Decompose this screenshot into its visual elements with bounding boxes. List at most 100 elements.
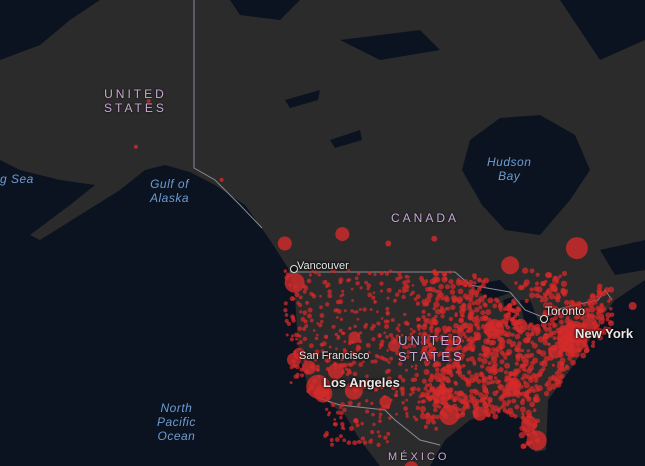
case-bubble[interactable] — [444, 296, 450, 303]
case-bubble[interactable] — [458, 390, 465, 397]
case-bubble[interactable] — [454, 346, 459, 351]
case-bubble[interactable] — [401, 378, 406, 383]
case-bubble[interactable] — [545, 380, 552, 387]
case-bubble[interactable] — [552, 336, 557, 341]
case-bubble[interactable] — [466, 337, 471, 343]
case-bubble[interactable] — [370, 326, 375, 331]
case-bubble[interactable] — [461, 331, 466, 337]
case-bubble[interactable] — [435, 414, 440, 420]
case-bubble[interactable] — [531, 342, 538, 349]
case-bubble[interactable] — [483, 403, 489, 409]
case-bubble[interactable] — [544, 291, 550, 296]
case-bubble[interactable] — [515, 354, 521, 360]
case-bubble[interactable] — [428, 342, 433, 347]
case-bubble[interactable] — [302, 310, 308, 316]
case-bubble[interactable] — [479, 372, 485, 378]
case-bubble[interactable] — [581, 315, 586, 319]
case-bubble[interactable] — [405, 321, 410, 326]
case-bubble[interactable] — [564, 365, 570, 371]
case-bubble[interactable] — [606, 326, 612, 332]
case-bubble[interactable] — [438, 283, 444, 290]
case-bubble[interactable] — [319, 313, 325, 318]
case-bubble[interactable] — [520, 356, 527, 362]
case-bubble[interactable] — [529, 287, 534, 292]
case-bubble[interactable] — [436, 361, 442, 368]
case-bubble[interactable] — [560, 287, 566, 293]
case-bubble[interactable] — [444, 347, 451, 355]
case-bubble[interactable] — [483, 346, 490, 353]
case-bubble[interactable] — [385, 306, 390, 311]
case-bubble[interactable] — [408, 392, 413, 397]
case-bubble[interactable] — [505, 348, 513, 356]
case-bubble[interactable] — [385, 440, 389, 444]
case-bubble[interactable] — [586, 300, 592, 306]
case-bubble[interactable] — [557, 335, 574, 352]
case-bubble[interactable] — [418, 395, 422, 399]
case-bubble[interactable] — [475, 318, 481, 324]
case-bubble[interactable] — [477, 277, 482, 282]
case-bubble[interactable] — [609, 307, 613, 311]
case-bubble[interactable] — [532, 408, 537, 413]
case-bubble[interactable] — [459, 352, 465, 358]
case-bubble[interactable] — [432, 306, 436, 311]
case-bubble[interactable] — [294, 292, 300, 298]
case-bubble[interactable] — [565, 237, 588, 260]
case-bubble[interactable] — [347, 362, 352, 367]
label-toronto[interactable]: Toronto — [545, 304, 586, 318]
case-bubble[interactable] — [451, 298, 457, 304]
case-bubble[interactable] — [487, 297, 494, 304]
case-bubble[interactable] — [318, 323, 323, 328]
case-bubble[interactable] — [386, 296, 390, 300]
case-bubble[interactable] — [315, 364, 320, 369]
case-bubble[interactable] — [486, 339, 490, 344]
case-bubble[interactable] — [357, 345, 362, 351]
case-bubble[interactable] — [442, 272, 448, 277]
case-bubble[interactable] — [535, 332, 539, 336]
case-bubble[interactable] — [456, 277, 461, 283]
case-bubble[interactable] — [297, 326, 303, 331]
case-bubble[interactable] — [467, 305, 473, 311]
case-bubble[interactable] — [469, 374, 474, 379]
case-bubble[interactable] — [511, 372, 516, 377]
case-bubble[interactable] — [382, 383, 386, 387]
case-bubble[interactable] — [506, 304, 511, 309]
case-bubble[interactable] — [603, 330, 607, 335]
case-bubble[interactable] — [433, 301, 440, 308]
case-bubble[interactable] — [465, 404, 471, 410]
case-bubble[interactable] — [409, 327, 413, 331]
case-bubble[interactable] — [520, 443, 527, 450]
case-bubble[interactable] — [431, 235, 438, 242]
case-bubble[interactable] — [327, 411, 332, 415]
case-bubble[interactable] — [405, 368, 408, 372]
case-bubble[interactable] — [397, 329, 401, 333]
case-bubble[interactable] — [410, 365, 414, 368]
case-bubble[interactable] — [558, 365, 565, 372]
case-bubble[interactable] — [405, 411, 409, 416]
case-bubble[interactable] — [605, 312, 612, 319]
case-bubble[interactable] — [403, 283, 409, 289]
case-bubble[interactable] — [481, 352, 488, 358]
case-bubble[interactable] — [454, 313, 458, 318]
case-bubble[interactable] — [316, 322, 319, 325]
case-bubble[interactable] — [567, 356, 573, 361]
case-bubble[interactable] — [425, 383, 429, 388]
case-bubble[interactable] — [538, 373, 543, 377]
case-bubble[interactable] — [429, 329, 434, 333]
case-bubble[interactable] — [483, 396, 487, 401]
case-bubble[interactable] — [523, 279, 530, 286]
case-bubble[interactable] — [431, 375, 437, 380]
case-bubble[interactable] — [468, 298, 473, 303]
case-bubble[interactable] — [456, 364, 463, 371]
case-bubble[interactable] — [326, 360, 329, 364]
case-bubble[interactable] — [283, 301, 288, 306]
case-bubble[interactable] — [570, 359, 576, 366]
case-bubble[interactable] — [511, 308, 517, 314]
case-bubble[interactable] — [467, 293, 474, 300]
case-bubble[interactable] — [574, 301, 580, 307]
case-bubble[interactable] — [401, 294, 406, 300]
case-bubble[interactable] — [397, 323, 401, 327]
case-bubble[interactable] — [393, 378, 397, 383]
case-bubble[interactable] — [478, 392, 484, 398]
case-bubble[interactable] — [305, 300, 310, 305]
case-bubble[interactable] — [347, 369, 352, 375]
